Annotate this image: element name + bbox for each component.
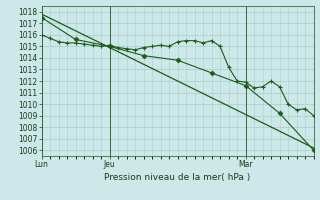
X-axis label: Pression niveau de la mer( hPa ): Pression niveau de la mer( hPa ) [104,173,251,182]
